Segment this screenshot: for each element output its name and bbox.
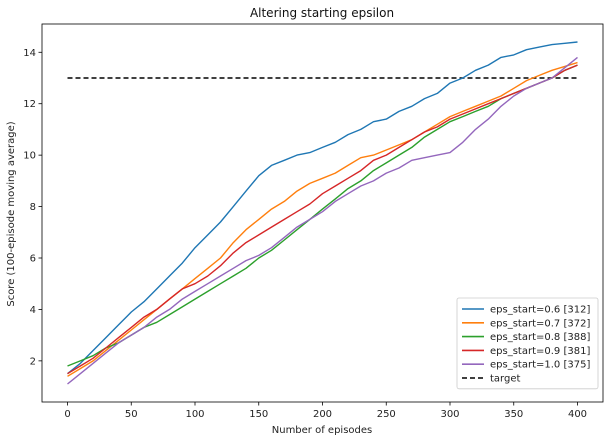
y-tick-label: 8	[30, 202, 36, 213]
y-tick-label: 12	[23, 99, 36, 110]
x-tick-label: 200	[313, 409, 332, 420]
legend-label: eps_start=1.0 [375]	[490, 360, 590, 371]
x-tick-label: 100	[185, 409, 204, 420]
chart-title: Altering starting epsilon	[250, 6, 394, 20]
legend-label: eps_start=0.6 [312]	[490, 305, 590, 316]
x-axis-label: Number of episodes	[272, 425, 372, 436]
series-line-5	[67, 56, 578, 385]
y-tick-label: 14	[23, 48, 36, 59]
axes: 0 50 100 150 200 250 300 350 400 2 4 6 8 10 12 14	[23, 23, 604, 420]
legend: eps_start=0.6 [312] eps_start=0.7 [372] ep…	[456, 297, 599, 390]
x-tick-label: 300	[440, 409, 459, 420]
legend-label: eps_start=0.8 [388]	[490, 332, 590, 343]
x-tick-label: 400	[568, 409, 587, 420]
x-tick-label: 150	[249, 409, 268, 420]
series-line-4	[67, 64, 578, 375]
x-tick-label: 250	[377, 409, 396, 420]
x-tick-label: 50	[125, 409, 138, 420]
y-tick-label: 4	[30, 305, 36, 316]
series-line-1	[67, 41, 578, 375]
x-tick-label: 350	[504, 409, 523, 420]
legend-label: target	[490, 374, 520, 385]
legend-box	[456, 297, 599, 390]
legend-label: eps_start=0.9 [381]	[490, 346, 590, 357]
series-line-3	[67, 64, 578, 367]
series-line-2	[67, 61, 578, 377]
x-tick-label: 0	[64, 409, 70, 420]
y-tick-label: 2	[30, 356, 36, 367]
y-tick-label: 10	[23, 151, 36, 162]
y-tick-label: 6	[30, 254, 36, 265]
y-axis-label: Score (100-episode moving average)	[6, 121, 17, 306]
legend-label: eps_start=0.7 [372]	[490, 318, 590, 329]
plot-area	[42, 24, 603, 402]
